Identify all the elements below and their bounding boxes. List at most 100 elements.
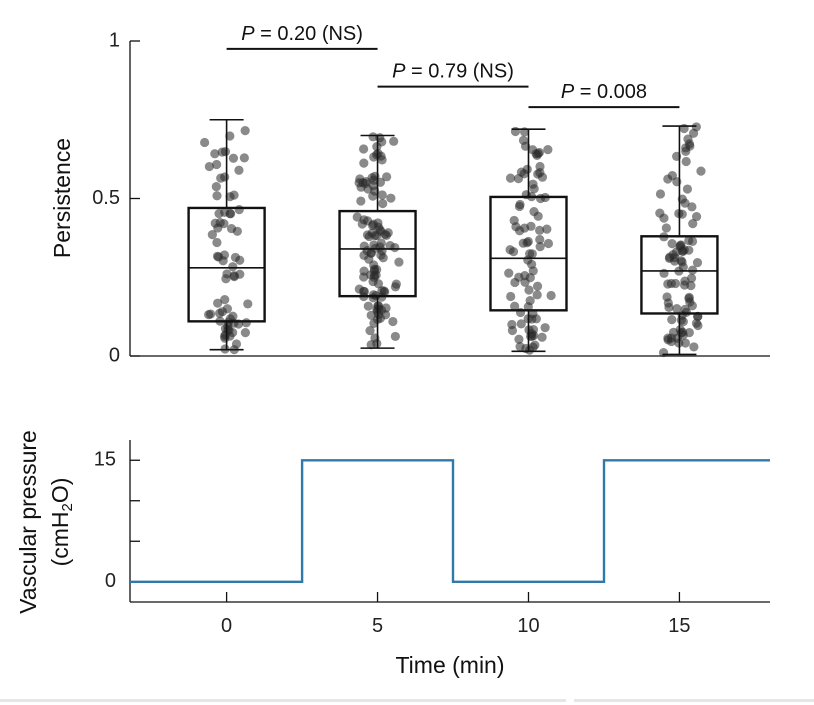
persistence-point [528,342,538,352]
persistence-point [511,222,521,232]
vascular-pressure-panel: 0 15 0 5 10 15 Vascular pressure (cmH2O) Tim… [15,430,770,678]
p-value-text: = 0.79 (NS) [405,61,513,83]
persistence-point [212,191,222,201]
persistence-point [240,126,250,136]
p-symbol: P [241,23,255,45]
persistence-point [360,178,370,189]
persistence-point [374,304,384,314]
persistence-point [210,218,220,228]
persistence-point [540,323,550,333]
persistence-point [524,285,534,295]
persistence-point [655,189,666,199]
persistence-point [661,223,671,233]
persistence-point [207,229,217,240]
persistence-point [514,334,524,344]
persistence-point [678,316,688,327]
persistence-point [692,258,703,268]
persistence-y-tick-label: 0.5 [92,187,120,209]
persistence-point [675,242,685,252]
persistence-point [389,136,399,146]
persistence-point [240,328,250,338]
persistence-point [688,128,699,138]
persistence-point [663,335,673,345]
persistence-point [363,301,373,311]
persistence-point [520,277,530,287]
persistence-point [691,211,702,222]
pressure-series-line [130,459,770,583]
time-x-tick-label: 15 [668,615,690,637]
persistence-point [359,158,369,168]
persistence-point [375,242,385,252]
persistence-point [532,281,543,291]
persistence-point [675,325,685,335]
persistence-point [679,280,690,290]
persistence-point [510,301,520,311]
time-x-tick-label: 10 [517,615,539,637]
persistence-point [228,262,238,272]
persistence-point [357,219,367,229]
p-value-text: = 0.008 [574,81,647,103]
persistence-point [377,190,387,200]
persistence-point [526,221,536,231]
persistence-point [229,190,239,200]
persistence-point [383,228,393,238]
persistence-point [525,295,535,306]
persistence-point [204,161,214,172]
persistence-boxplot-panel: 00.51 P = 0.20 (NS)P = 0.79 (NS)P = 0.00… [49,23,770,366]
time-x-tick-label: 0 [221,615,232,637]
persistence-point [241,318,251,328]
persistence-point [210,149,220,159]
persistence-point [362,246,372,256]
persistence-point [390,282,401,292]
persistence-point [367,228,377,238]
persistence-point [235,255,245,265]
persistence-point [200,137,210,148]
persistence-point [670,278,681,289]
unit-subscript: 2 [59,503,76,511]
box-iqr [338,209,417,298]
persistence-point [229,272,239,282]
persistence-point [356,196,366,206]
persistence-point [225,131,235,141]
persistence-point [379,286,389,296]
persistence-point [506,291,516,302]
persistence-point [689,342,699,352]
persistence-point [688,218,698,229]
persistence-point [394,257,404,267]
persistence-point [222,304,233,314]
persistence-point [213,252,224,262]
persistence-point [533,169,543,179]
comparison-p-value: P = 0.20 (NS) [241,23,363,45]
persistence-point [542,224,552,234]
persistence-point [528,145,538,155]
p-symbol: P [392,61,406,83]
persistence-point [220,330,231,340]
persistence-point [385,241,395,251]
persistence-point [546,290,556,301]
persistence-point [234,205,244,215]
persistence-point [535,225,545,235]
persistence-point [663,298,673,308]
persistence-point [215,308,225,318]
persistence-point [211,181,221,192]
persistence-point [527,331,537,341]
persistence-point [687,202,697,212]
persistence-point [681,146,691,156]
persistence-y-tick-label: 0 [109,344,120,366]
persistence-point [378,198,388,209]
persistence-point [672,303,682,314]
persistence-point [682,184,693,194]
persistence-point [243,299,253,309]
persistence-point [212,237,222,248]
persistence-point [535,242,545,252]
persistence-point [369,152,379,162]
persistence-point [226,223,237,234]
persistence-point [543,238,554,249]
persistence-point [510,126,521,137]
persistence-point [239,153,249,163]
persistence-point [220,147,231,157]
persistence-y-axis-label: Persistence [49,138,75,258]
pressure-y-tick-label: 15 [94,449,116,471]
pressure-y-axis-label: Vascular pressure [15,430,41,614]
persistence-point [659,268,669,278]
